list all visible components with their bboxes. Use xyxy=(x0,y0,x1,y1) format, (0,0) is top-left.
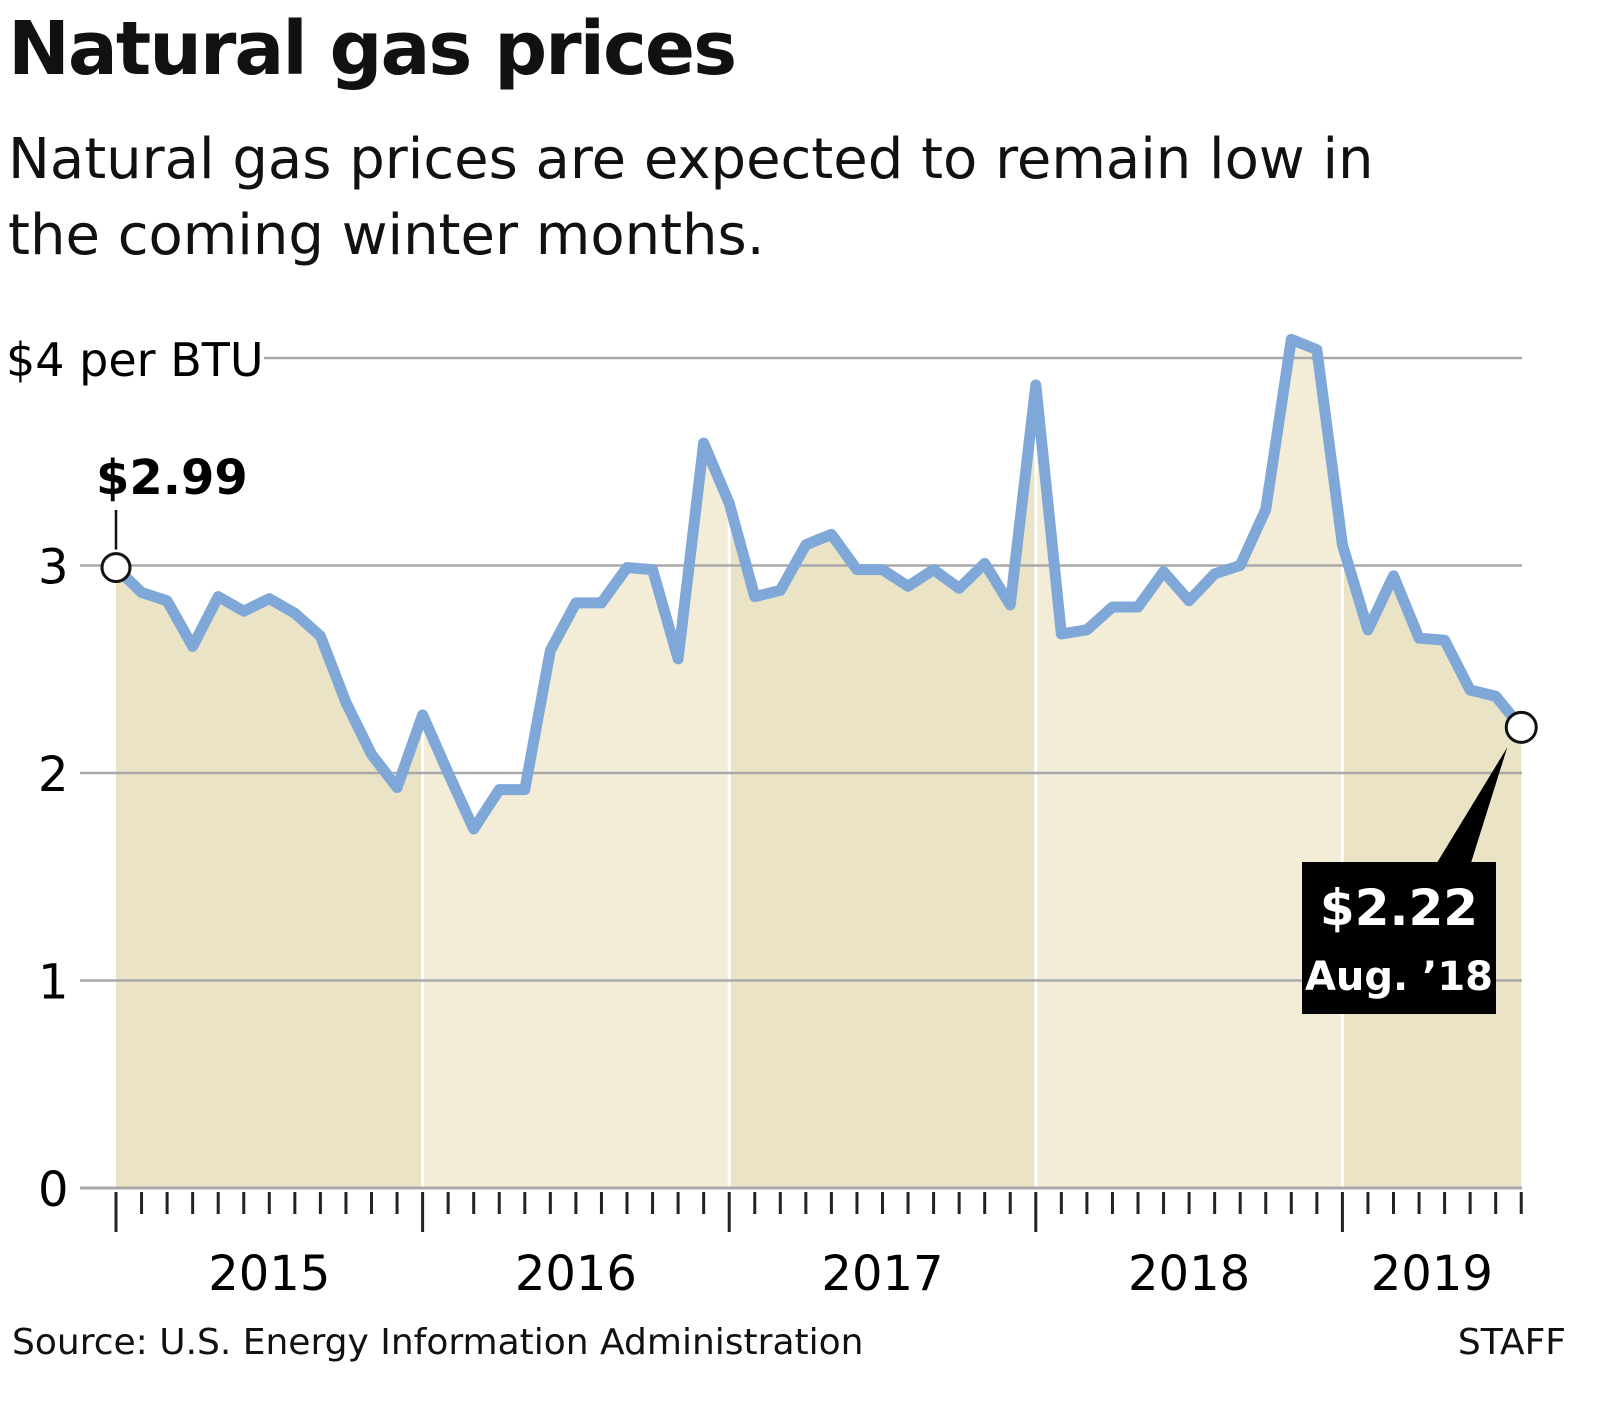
year-band-2019 xyxy=(1342,339,1522,1188)
x-tick-label: 2015 xyxy=(208,1246,330,1302)
y-tick-label: 0 xyxy=(38,1162,69,1218)
y-tick-label: $4 per BTU xyxy=(6,333,264,387)
y-tick-label: 3 xyxy=(38,540,69,596)
end-value-label: $2.22 xyxy=(1320,879,1478,937)
year-band-2018 xyxy=(1035,339,1343,1188)
x-tick-label: 2017 xyxy=(821,1246,943,1302)
x-tick-label: 2019 xyxy=(1371,1246,1493,1302)
price-line xyxy=(112,333,1526,835)
year-band-2017 xyxy=(729,339,1036,1188)
chart-subtitle: Natural gas prices are expected to remai… xyxy=(8,127,1374,268)
credit: STAFF xyxy=(1457,1322,1566,1363)
source-note: Source: U.S. Energy Information Administ… xyxy=(12,1322,864,1363)
end-point-marker xyxy=(1504,710,1538,744)
chart-title: Natural gas prices xyxy=(8,6,737,92)
callout-box xyxy=(1302,862,1496,1014)
year-bands xyxy=(116,339,1522,1188)
x-tick-label: 2018 xyxy=(1128,1246,1250,1302)
y-tick-label: 1 xyxy=(38,955,69,1011)
year-band-2016 xyxy=(422,339,730,1188)
start-value-label: $2.99 xyxy=(96,450,248,506)
x-tick-label: 2016 xyxy=(515,1246,637,1302)
year-band-2015 xyxy=(116,339,423,1188)
end-date-label: Aug. ’18 xyxy=(1305,954,1493,1000)
start-point-marker xyxy=(100,552,132,584)
y-tick-label: 2 xyxy=(38,747,69,803)
callout-pointer xyxy=(1435,747,1508,866)
